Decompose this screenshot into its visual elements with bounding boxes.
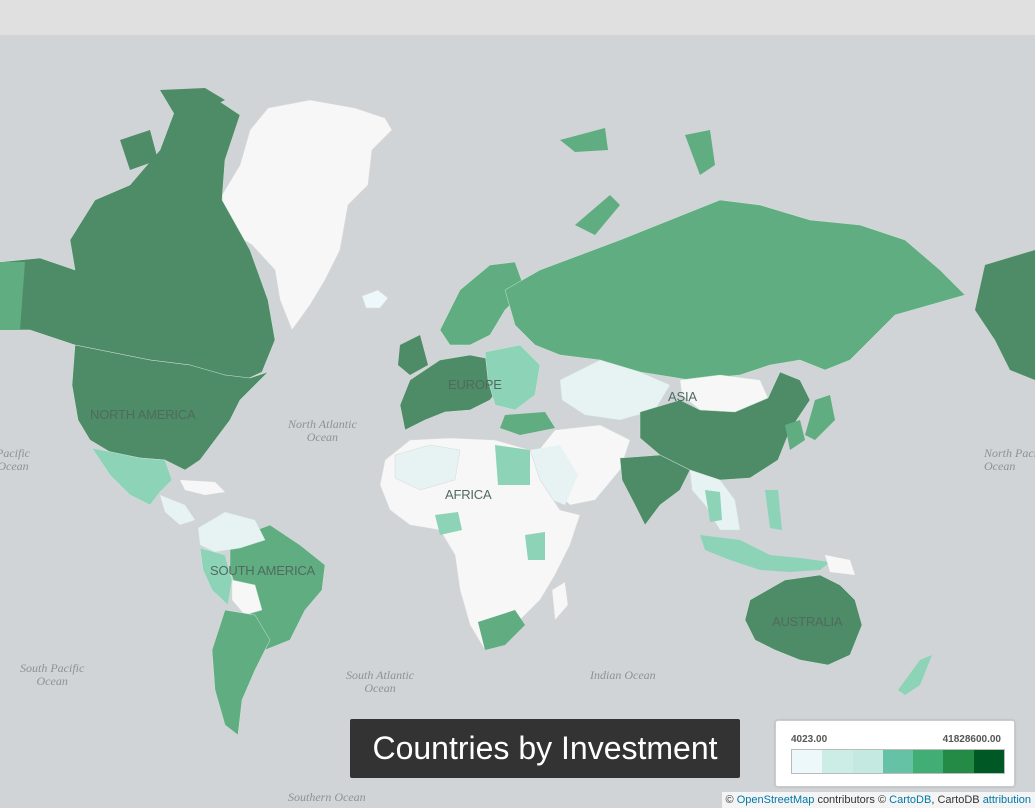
country-russia[interactable]: [504, 199, 966, 381]
country-australia[interactable]: [744, 574, 863, 666]
legend-bin-5: [913, 750, 944, 773]
label-indian-ocean: Indian Ocean: [590, 668, 656, 682]
map-attribution: © OpenStreetMap contributors © CartoDB, …: [721, 792, 1035, 808]
country-peru[interactable]: [199, 547, 233, 606]
legend-max-value: 41828600.00: [942, 734, 1001, 745]
world-map-svg: [0, 88, 1035, 736]
choropleth-legend: 4023.00 41828600.00: [775, 720, 1015, 787]
country-western-europe[interactable]: [399, 354, 506, 431]
label-south-america: SOUTH AMERICA: [210, 563, 316, 578]
label-asia: ASIA: [668, 389, 697, 404]
country-russia-islands[interactable]: [560, 128, 715, 235]
label-north-pacific-ocean: North Pacific Ocean: [984, 446, 1035, 473]
cartodb-link[interactable]: CartoDB: [889, 794, 932, 806]
legend-bin-6: [943, 750, 974, 773]
label-africa: AFRICA: [445, 487, 492, 502]
country-korea[interactable]: [785, 420, 805, 450]
country-bolivia[interactable]: [231, 579, 263, 616]
country-madagascar[interactable]: [551, 581, 569, 621]
country-japan[interactable]: [805, 395, 835, 440]
legend-bin-3: [852, 750, 883, 773]
label-south-atlantic-ocean: South Atlantic Ocean: [346, 668, 415, 695]
country-new-zealand[interactable]: [898, 655, 932, 695]
country-png[interactable]: [825, 555, 855, 575]
label-europe: EUROPE: [448, 377, 502, 392]
country-caribbean[interactable]: [180, 480, 225, 495]
country-thailand[interactable]: [705, 490, 722, 522]
legend-bin-2: [822, 750, 853, 773]
label-pacific-ocean-left: Pacific Ocean: [0, 446, 30, 473]
label-australia: AUSTRALIA: [772, 614, 843, 629]
top-toolbar: [0, 0, 1035, 36]
legend-color-ramp: [791, 749, 1005, 774]
country-africa[interactable]: [379, 437, 581, 651]
legend-bin-4: [882, 750, 914, 773]
osm-link[interactable]: OpenStreetMap: [736, 794, 815, 806]
legend-bin-7: [973, 750, 1004, 773]
label-north-america: NORTH AMERICA: [90, 407, 196, 422]
country-usa[interactable]: [71, 344, 269, 471]
country-eastern-europe[interactable]: [484, 344, 541, 411]
country-philippines[interactable]: [765, 490, 782, 530]
label-north-atlantic-ocean: North Atlantic Ocean: [288, 417, 357, 444]
legend-bin-1: [792, 750, 823, 773]
label-south-pacific-ocean: South Pacific Ocean: [20, 661, 85, 688]
map-canvas[interactable]: NORTH AMERICA EUROPE ASIA AFRICA SOUTH A…: [0, 35, 1035, 808]
country-indonesia[interactable]: [700, 535, 830, 572]
country-kenya[interactable]: [525, 532, 545, 560]
country-argentina-chile[interactable]: [211, 609, 271, 736]
country-south-africa[interactable]: [478, 610, 525, 650]
country-mexico[interactable]: [91, 447, 173, 506]
country-nigeria[interactable]: [435, 512, 462, 535]
country-alaska-west[interactable]: [0, 262, 25, 330]
map-title: Countries by Investment: [350, 719, 740, 778]
attribution-contributors: contributors ©: [817, 794, 887, 806]
country-egypt[interactable]: [495, 445, 530, 485]
country-algeria-libya[interactable]: [394, 444, 461, 491]
country-turkey[interactable]: [500, 412, 555, 435]
attribution-link[interactable]: attribution: [982, 794, 1031, 806]
label-southern-ocean: Southern Ocean: [288, 790, 366, 804]
country-canada-islands[interactable]: [120, 88, 225, 170]
country-colombia-venezuela[interactable]: [197, 511, 266, 553]
country-iceland[interactable]: [361, 289, 389, 309]
country-uk[interactable]: [398, 335, 428, 375]
legend-min-value: 4023.00: [791, 734, 828, 745]
country-central-america[interactable]: [160, 495, 195, 525]
country-alaska-east[interactable]: [975, 250, 1035, 380]
attribution-sep: , CartoDB: [931, 794, 980, 806]
country-india[interactable]: [619, 454, 691, 526]
attribution-copyright: ©: [725, 794, 734, 806]
